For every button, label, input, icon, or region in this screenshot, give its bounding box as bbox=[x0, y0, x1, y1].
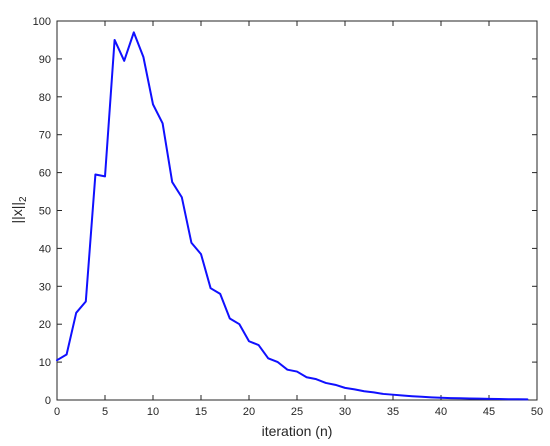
y-tick-label: 90 bbox=[39, 54, 51, 66]
y-axis-label-main: ||x|| bbox=[9, 202, 25, 224]
plot-area-frame bbox=[56, 20, 538, 401]
y-tick-label: 0 bbox=[45, 395, 51, 407]
x-tick-label: 25 bbox=[291, 406, 303, 418]
x-axis-label: iteration (n) bbox=[262, 423, 333, 439]
series-layer bbox=[56, 31, 529, 401]
x-tick-label: 50 bbox=[531, 406, 543, 418]
y-tick-label: 10 bbox=[39, 357, 51, 369]
y-tick-label: 80 bbox=[39, 92, 51, 104]
y-tick-label: 20 bbox=[39, 319, 51, 331]
x-tick-label: 45 bbox=[483, 406, 495, 418]
x-tick-label: 0 bbox=[54, 406, 60, 418]
x-tick-label: 35 bbox=[387, 406, 399, 418]
y-tick-label: 40 bbox=[39, 243, 51, 255]
series-line bbox=[56, 31, 529, 401]
y-axis-label-subscript: 2 bbox=[18, 196, 29, 202]
x-tick-label: 15 bbox=[195, 406, 207, 418]
y-tick-label: 70 bbox=[39, 130, 51, 142]
ticks-layer: 0 5 10 15 20 25 30 35 40 45 50 0 10 20 30 40 50 60 70 80 90 1… bbox=[33, 16, 543, 418]
y-tick-label: 60 bbox=[39, 168, 51, 180]
y-axis-label: ||x||2 bbox=[9, 196, 29, 224]
y-tick-label: 50 bbox=[39, 206, 51, 218]
y-tick-label: 30 bbox=[39, 281, 51, 293]
x-tick-label: 5 bbox=[102, 406, 108, 418]
x-tick-label: 30 bbox=[339, 406, 351, 418]
x-tick-label: 20 bbox=[243, 406, 255, 418]
svg-text:||x||2: ||x||2 bbox=[9, 196, 29, 224]
y-tick-label: 100 bbox=[33, 16, 51, 28]
x-tick-label: 10 bbox=[147, 406, 159, 418]
x-tick-label: 40 bbox=[435, 406, 447, 418]
